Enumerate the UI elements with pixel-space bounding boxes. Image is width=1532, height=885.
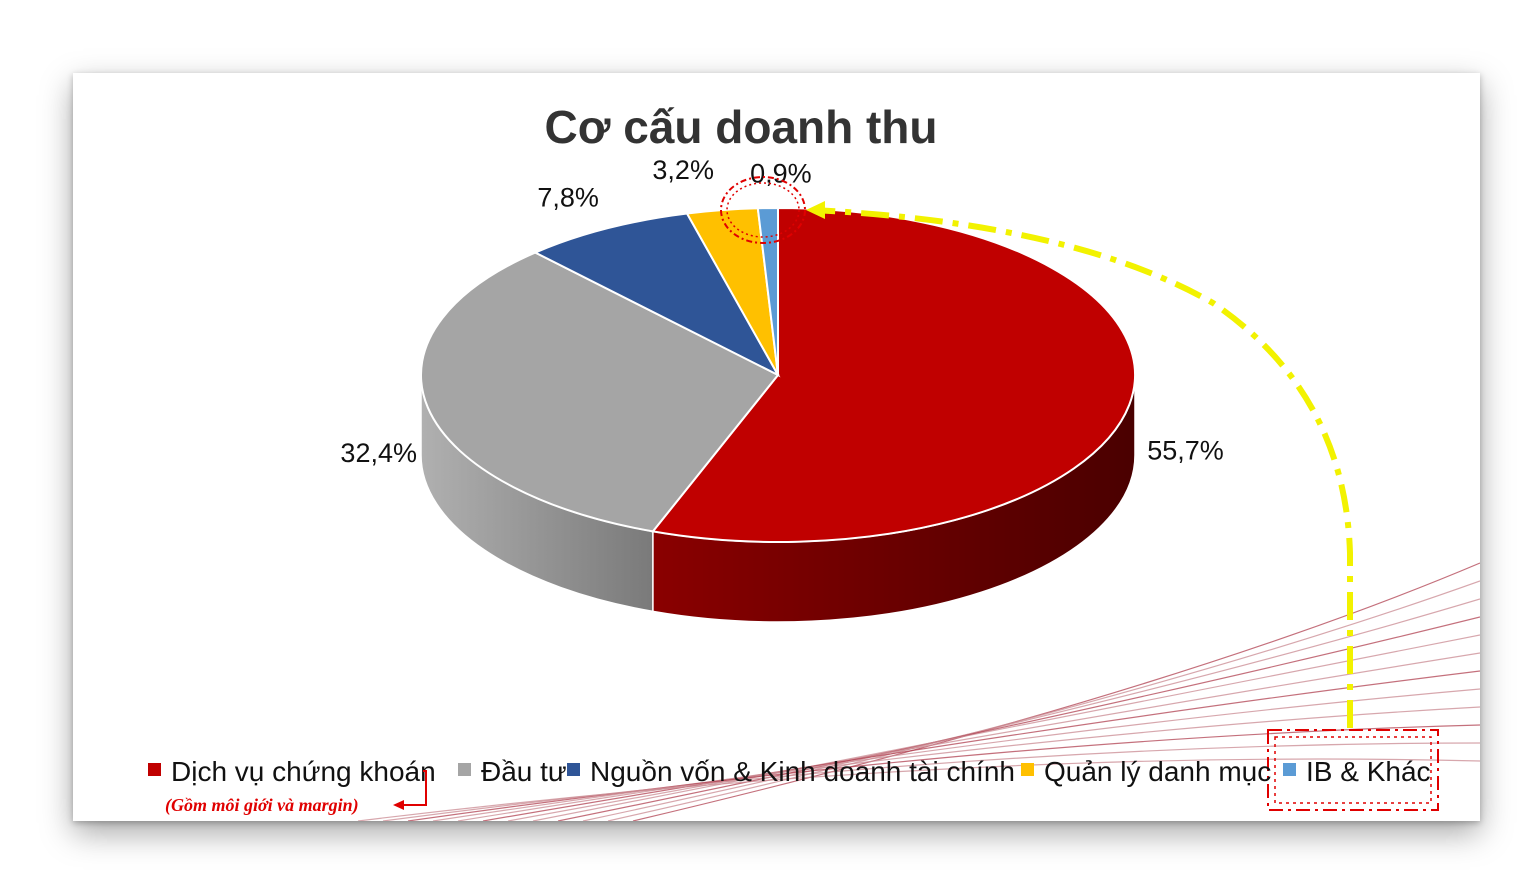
legend-label: Đầu tư bbox=[481, 756, 567, 787]
legend-swatch bbox=[458, 763, 471, 776]
swoosh-line bbox=[632, 562, 1480, 821]
chart-slide: Cơ cấu doanh thu 55,7% 32,4% 7,8% 3,2% 0,9% … bbox=[73, 73, 1480, 821]
data-label-ib-khac: 0,9% bbox=[750, 159, 812, 189]
legend-item-nguon-von-kinh-doanh-tai-chinh: Nguồn vốn & Kinh doanh tài chính bbox=[567, 756, 1015, 787]
legend-item-quan-ly-danh-muc: Quản lý danh mục bbox=[1021, 756, 1271, 787]
legend-label: Dịch vụ chứng khoán bbox=[171, 756, 436, 787]
legend-label: Nguồn vốn & Kinh doanh tài chính bbox=[590, 756, 1015, 787]
data-label-dich-vu-chung-khoan: 55,7% bbox=[1147, 436, 1224, 466]
data-label-quan-ly-danh-muc: 3,2% bbox=[652, 155, 714, 185]
highlight-ring-outer bbox=[720, 176, 806, 244]
highlight-annotation bbox=[720, 176, 1439, 811]
swoosh-line bbox=[357, 758, 1480, 821]
swoosh-line bbox=[507, 652, 1480, 821]
annotation-text: (Gồm môi giới và margin) bbox=[165, 795, 359, 816]
highlight-arrow-head bbox=[806, 201, 825, 219]
legend-swatch bbox=[1283, 763, 1296, 776]
data-label-nguon-von-kinh-doanh-tai-chinh: 7,8% bbox=[537, 182, 599, 212]
swoosh-line bbox=[607, 580, 1480, 821]
pie-slice-dich-vu-chung-khoan bbox=[651, 206, 1136, 543]
legend-annotation: (Gồm môi giới và margin) bbox=[165, 770, 427, 816]
pie-slice-nguon-von-kinh-doanh-tai-chinh bbox=[532, 212, 781, 378]
legend-swatch bbox=[567, 763, 580, 776]
swoosh-line bbox=[382, 742, 1480, 821]
highlight-box-inner bbox=[1274, 736, 1432, 804]
pie-slice-ib-khac bbox=[756, 206, 779, 376]
chart-title: Cơ cấu doanh thu bbox=[544, 101, 937, 153]
pie-slice-dau-tu bbox=[420, 251, 780, 533]
legend-item-dich-vu-chung-khoan: Dịch vụ chứng khoán bbox=[148, 756, 436, 787]
swoosh-line bbox=[532, 634, 1480, 821]
swoosh-line bbox=[557, 616, 1480, 821]
highlight-ring-inner bbox=[726, 182, 800, 238]
legend-swatch bbox=[1021, 763, 1034, 776]
legend-item-dau-tu: Đầu tư bbox=[458, 756, 567, 787]
swoosh-line bbox=[457, 688, 1480, 821]
legend-label: IB & Khác bbox=[1306, 756, 1431, 787]
legend-swatch bbox=[148, 763, 161, 776]
highlight-box-outer bbox=[1267, 729, 1439, 811]
highlight-arrow-path bbox=[812, 207, 1353, 728]
annotation-arrow-head bbox=[393, 800, 404, 810]
pie-slices bbox=[420, 206, 1136, 543]
swoosh-line bbox=[432, 706, 1480, 821]
pie-chart: Cơ cấu doanh thu 55,7%32,4%7,8%3,2% 0,9% … bbox=[148, 101, 1480, 821]
data-label-dau-tu: 32,4% bbox=[340, 438, 417, 468]
swoosh-line bbox=[582, 598, 1480, 821]
data-labels: 55,7% 32,4% 7,8% 3,2% 0,9% bbox=[340, 155, 1223, 468]
legend-label: Quản lý danh mục bbox=[1044, 756, 1271, 787]
chart-legend: Dịch vụ chứng khoán Đầu tư Nguồn vốn & Kin… bbox=[148, 756, 1431, 787]
legend-item-ib-khac: IB & Khác bbox=[1283, 756, 1431, 787]
